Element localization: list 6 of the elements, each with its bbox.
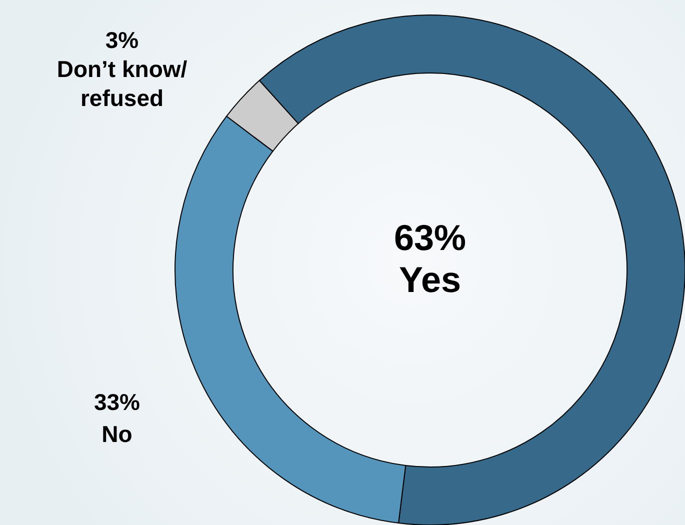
data-label: 63% xyxy=(394,217,466,258)
slice-label: Don’t know/ refused xyxy=(56,56,188,111)
data-label: 33% xyxy=(94,389,140,415)
slice-label: No xyxy=(102,421,132,447)
data-label: 3% xyxy=(105,27,139,53)
slice-label: Yes xyxy=(398,259,462,300)
